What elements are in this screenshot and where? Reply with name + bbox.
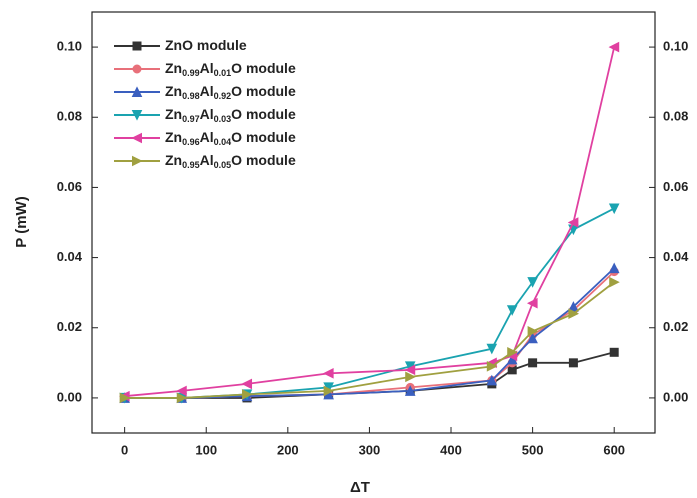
data-point — [324, 369, 333, 378]
chart: P (mW) ΔT 0.00 0.02 0.04 0.06 0.08 0.10 0.00 0.… — [0, 0, 697, 498]
legend-text-part: 0.96 — [182, 137, 200, 147]
x-tick-label: 400 — [440, 442, 462, 457]
legend-label: Zn0.98Al0.92O module — [165, 83, 296, 102]
y-tick-label: 0.04 — [57, 249, 83, 264]
x-tick-label: 200 — [277, 442, 299, 457]
legend-text-part: 0.03 — [214, 114, 232, 124]
y2-tick-label: 0.04 — [663, 249, 689, 264]
data-point — [529, 359, 537, 367]
legend-text-part: O module — [231, 83, 296, 99]
y-tick-label: 0.02 — [57, 319, 82, 334]
legend-text-part: Zn — [165, 129, 182, 145]
legend-text-part: Al — [200, 60, 214, 76]
legend-text-part: Al — [200, 129, 214, 145]
y2-tick-label: 0.10 — [663, 39, 688, 54]
x-tick-label: 300 — [359, 442, 381, 457]
legend-text-part: Zn — [165, 152, 182, 168]
legend-text-part: Al — [200, 106, 214, 122]
legend-text-part: 0.01 — [214, 68, 232, 78]
y2-tick-label: 0.02 — [663, 319, 688, 334]
y-tick-label: 0.08 — [57, 109, 82, 124]
page: {"chart_data": {"type": "line", "xlabel"… — [0, 0, 697, 498]
legend-text-part: Zn — [165, 106, 182, 122]
data-point — [610, 204, 619, 213]
data-point — [243, 379, 252, 388]
legend-text-part: 0.04 — [214, 137, 232, 147]
legend-label: Zn0.95Al0.05O module — [165, 152, 296, 171]
series-line — [125, 272, 615, 398]
legend-marker — [133, 157, 142, 166]
x-tick-label: 0 — [121, 442, 128, 457]
legend-marker — [133, 42, 141, 50]
legend-text-part: O module — [231, 106, 296, 122]
legend-text-part: O module — [231, 60, 296, 76]
y-tick-label: 0.00 — [57, 389, 82, 404]
legend-label: Zn0.99Al0.01O module — [165, 60, 296, 79]
data-point — [528, 299, 537, 308]
legend-text-part: ZnO module — [165, 37, 247, 53]
y2-tick-label: 0.08 — [663, 109, 688, 124]
legend-text-part: 0.99 — [182, 68, 200, 78]
y-tick-label: 0.06 — [57, 179, 82, 194]
data-point — [610, 264, 619, 273]
series-line — [125, 208, 615, 397]
legend-label: Zn0.96Al0.04O module — [165, 129, 296, 148]
legend-text-part: 0.97 — [182, 114, 200, 124]
legend-text-part: 0.98 — [182, 91, 200, 101]
y-axis-label: P (mW) — [13, 196, 30, 247]
legend-label: ZnO module — [165, 37, 247, 53]
data-point — [610, 278, 619, 287]
y2-tick-label: 0.06 — [663, 179, 688, 194]
legend-text-part: O module — [231, 129, 296, 145]
x-axis-label: ΔT — [350, 479, 370, 496]
legend-text-part: 0.05 — [214, 160, 232, 170]
legend-label: Zn0.97Al0.03O module — [165, 106, 296, 125]
y2-tick-label: 0.00 — [663, 389, 688, 404]
y-tick-label: 0.10 — [57, 39, 82, 54]
data-point — [610, 348, 618, 356]
legend-text-part: 0.92 — [214, 91, 232, 101]
legend-text-part: 0.95 — [182, 160, 200, 170]
legend-text-part: Al — [200, 83, 214, 99]
x-tick-label: 500 — [522, 442, 544, 457]
x-tick-label: 100 — [195, 442, 217, 457]
legend-marker — [133, 134, 142, 143]
x-tick-label: 600 — [603, 442, 625, 457]
series-line — [125, 282, 615, 398]
legend-text-part: Zn — [165, 60, 182, 76]
data-point — [569, 359, 577, 367]
legend-marker — [133, 65, 141, 73]
data-point — [508, 306, 517, 315]
legend-text-part: O module — [231, 152, 296, 168]
legend-text-part: Zn — [165, 83, 182, 99]
legend-text-part: Al — [200, 152, 214, 168]
